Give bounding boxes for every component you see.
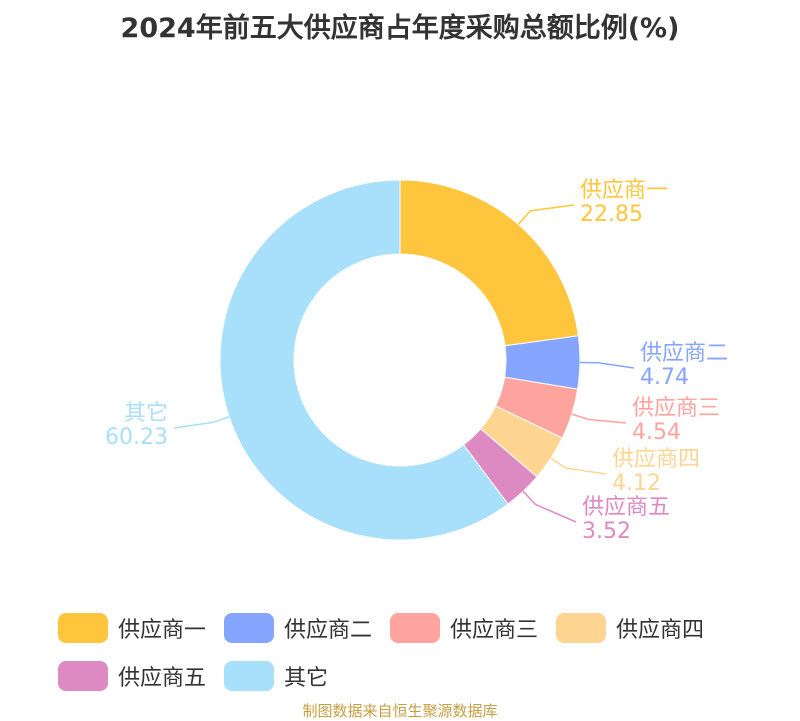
legend-item: 供应商四 bbox=[556, 612, 704, 644]
slice-value-label: 3.52 bbox=[582, 519, 631, 544]
slice-value-label: 4.54 bbox=[632, 420, 681, 445]
slice-label: 供应商二 bbox=[640, 341, 728, 366]
legend-label: 供应商二 bbox=[284, 618, 373, 643]
slice-value-label: 22.85 bbox=[580, 202, 643, 227]
slice-label: 供应商五 bbox=[582, 495, 670, 520]
legend-label: 供应商三 bbox=[450, 618, 539, 643]
legend-swatch bbox=[390, 613, 441, 643]
slice-label: 其它 bbox=[124, 401, 168, 426]
leader-line bbox=[517, 204, 575, 225]
legend-label: 其它 bbox=[284, 666, 329, 691]
chart-title: 2024年前五大供应商占年度采购总额比例(%) bbox=[120, 13, 680, 44]
slice-label: 供应商三 bbox=[632, 396, 720, 421]
legend: 供应商一 供应商二 供应商三 供应商四 供应商五 其它 bbox=[58, 608, 778, 704]
legend-item: 供应商五 bbox=[58, 660, 206, 692]
slice-label: 供应商四 bbox=[612, 447, 700, 472]
legend-swatch bbox=[556, 613, 607, 643]
legend-swatch bbox=[58, 613, 108, 643]
leader-line bbox=[571, 413, 627, 424]
slice-value-label: 4.12 bbox=[612, 471, 661, 496]
legend-item: 其它 bbox=[224, 660, 328, 692]
legend-label: 供应商五 bbox=[118, 666, 207, 691]
slice-value-label: 4.74 bbox=[640, 365, 689, 390]
leader-line bbox=[550, 457, 607, 475]
legend-item: 供应商一 bbox=[58, 612, 206, 644]
leader-line bbox=[522, 490, 577, 523]
legend-swatch bbox=[58, 661, 108, 691]
leader-line bbox=[173, 416, 230, 429]
legend-label: 供应商一 bbox=[118, 618, 207, 643]
source-footer: 制图数据来自恒生聚源数据库 bbox=[302, 702, 498, 720]
legend-label: 供应商四 bbox=[616, 618, 705, 643]
legend-item: 供应商三 bbox=[390, 612, 538, 644]
slice-value-label: 60.23 bbox=[105, 425, 168, 450]
donut-slice bbox=[399, 179, 579, 347]
legend-item: 供应商二 bbox=[224, 612, 372, 644]
donut-slice bbox=[219, 179, 509, 541]
legend-swatch bbox=[224, 613, 275, 643]
leader-line bbox=[579, 361, 635, 369]
legend-row: 供应商五 其它 bbox=[58, 656, 778, 696]
slice-label: 供应商一 bbox=[580, 178, 668, 203]
legend-swatch bbox=[224, 661, 275, 691]
legend-row: 供应商一 供应商二 供应商三 供应商四 bbox=[58, 608, 778, 648]
